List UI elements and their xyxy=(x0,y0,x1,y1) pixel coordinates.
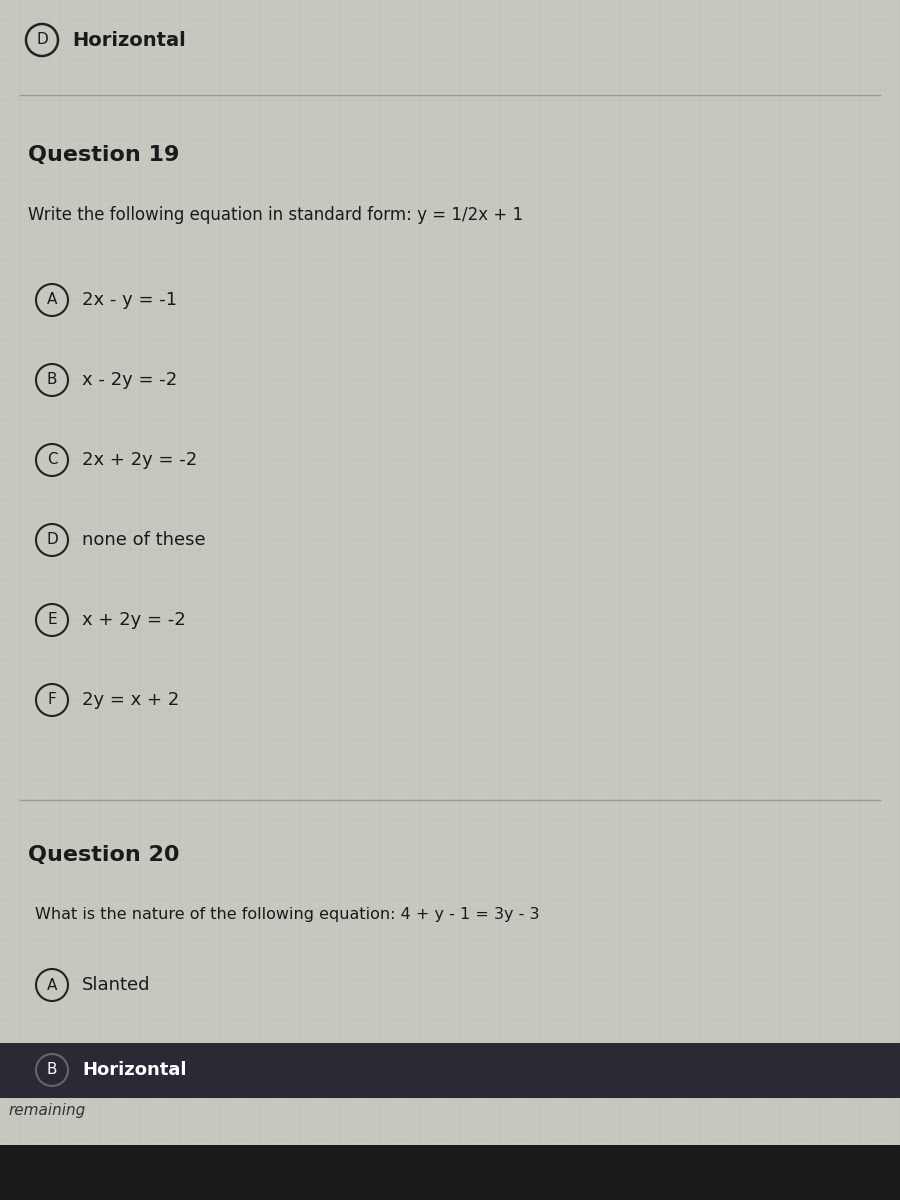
Text: What is the nature of the following equation: 4 + y - 1 = 3y - 3: What is the nature of the following equa… xyxy=(35,907,539,923)
Text: D: D xyxy=(46,533,58,547)
Text: B: B xyxy=(47,372,58,388)
Text: Question 19: Question 19 xyxy=(28,145,179,164)
Text: Question 20: Question 20 xyxy=(28,845,179,865)
Circle shape xyxy=(36,364,68,396)
Text: A: A xyxy=(47,293,58,307)
Text: B: B xyxy=(47,1062,58,1078)
Circle shape xyxy=(36,284,68,316)
Text: Slanted: Slanted xyxy=(82,976,150,994)
Circle shape xyxy=(36,1054,68,1086)
Text: C: C xyxy=(47,452,58,468)
Text: x - 2y = -2: x - 2y = -2 xyxy=(82,371,177,389)
Circle shape xyxy=(36,444,68,476)
Text: A: A xyxy=(47,978,58,992)
Text: D: D xyxy=(36,32,48,48)
Text: E: E xyxy=(47,612,57,628)
Text: remaining: remaining xyxy=(8,1103,86,1117)
FancyBboxPatch shape xyxy=(0,1043,900,1098)
Text: x + 2y = -2: x + 2y = -2 xyxy=(82,611,185,629)
Circle shape xyxy=(36,970,68,1001)
Text: Horizontal: Horizontal xyxy=(82,1061,186,1079)
Circle shape xyxy=(26,24,58,56)
Circle shape xyxy=(36,524,68,556)
FancyBboxPatch shape xyxy=(0,1145,900,1200)
Text: none of these: none of these xyxy=(82,530,205,550)
Text: 2y = x + 2: 2y = x + 2 xyxy=(82,691,179,709)
Text: 2x - y = -1: 2x - y = -1 xyxy=(82,290,177,308)
Circle shape xyxy=(36,684,68,716)
Text: 2x + 2y = -2: 2x + 2y = -2 xyxy=(82,451,197,469)
Text: Horizontal: Horizontal xyxy=(72,30,185,49)
Circle shape xyxy=(36,604,68,636)
Text: Write the following equation in standard form: y = 1/2x + 1: Write the following equation in standard… xyxy=(28,206,523,224)
Text: F: F xyxy=(48,692,57,708)
